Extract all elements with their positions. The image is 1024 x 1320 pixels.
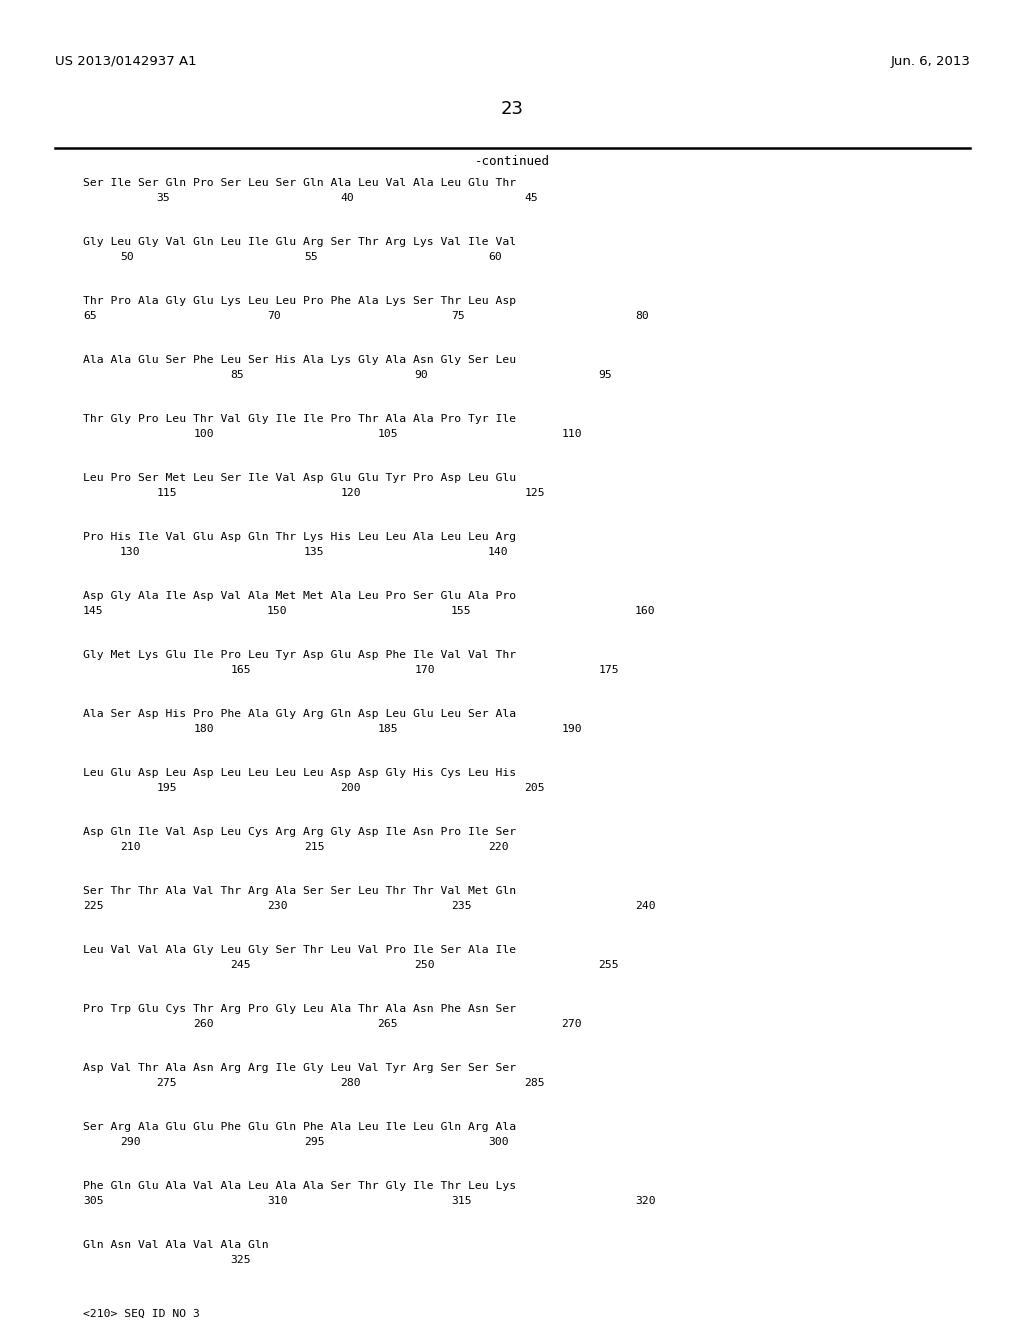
Text: 245: 245: [230, 960, 251, 970]
Text: Asp Val Thr Ala Asn Arg Arg Ile Gly Leu Val Tyr Arg Ser Ser Ser: Asp Val Thr Ala Asn Arg Arg Ile Gly Leu …: [83, 1063, 516, 1073]
Text: Ala Ser Asp His Pro Phe Ala Gly Arg Gln Asp Leu Glu Leu Ser Ala: Ala Ser Asp His Pro Phe Ala Gly Arg Gln …: [83, 709, 516, 719]
Text: Ala Ala Glu Ser Phe Leu Ser His Ala Lys Gly Ala Asn Gly Ser Leu: Ala Ala Glu Ser Phe Leu Ser His Ala Lys …: [83, 355, 516, 366]
Text: 125: 125: [524, 488, 545, 498]
Text: Gln Asn Val Ala Val Ala Gln: Gln Asn Val Ala Val Ala Gln: [83, 1239, 268, 1250]
Text: 40: 40: [341, 193, 354, 203]
Text: Ser Thr Thr Ala Val Thr Arg Ala Ser Ser Leu Thr Thr Val Met Gln: Ser Thr Thr Ala Val Thr Arg Ala Ser Ser …: [83, 886, 516, 896]
Text: 115: 115: [157, 488, 177, 498]
Text: 140: 140: [487, 546, 509, 557]
Text: -continued: -continued: [474, 154, 550, 168]
Text: Thr Pro Ala Gly Glu Lys Leu Leu Pro Phe Ala Lys Ser Thr Leu Asp: Thr Pro Ala Gly Glu Lys Leu Leu Pro Phe …: [83, 296, 516, 306]
Text: 300: 300: [487, 1137, 509, 1147]
Text: 105: 105: [378, 429, 398, 440]
Text: 145: 145: [83, 606, 103, 616]
Text: 305: 305: [83, 1196, 103, 1206]
Text: Leu Pro Ser Met Leu Ser Ile Val Asp Glu Glu Tyr Pro Asp Leu Glu: Leu Pro Ser Met Leu Ser Ile Val Asp Glu …: [83, 473, 516, 483]
Text: 210: 210: [120, 842, 140, 851]
Text: 285: 285: [524, 1078, 545, 1088]
Text: 95: 95: [598, 370, 612, 380]
Text: 320: 320: [635, 1196, 655, 1206]
Text: Leu Val Val Ala Gly Leu Gly Ser Thr Leu Val Pro Ile Ser Ala Ile: Leu Val Val Ala Gly Leu Gly Ser Thr Leu …: [83, 945, 516, 954]
Text: Phe Gln Glu Ala Val Ala Leu Ala Ala Ser Thr Gly Ile Thr Leu Lys: Phe Gln Glu Ala Val Ala Leu Ala Ala Ser …: [83, 1181, 516, 1191]
Text: 45: 45: [524, 193, 539, 203]
Text: 35: 35: [157, 193, 170, 203]
Text: 90: 90: [414, 370, 428, 380]
Text: Gly Leu Gly Val Gln Leu Ile Glu Arg Ser Thr Arg Lys Val Ile Val: Gly Leu Gly Val Gln Leu Ile Glu Arg Ser …: [83, 238, 516, 247]
Text: 250: 250: [414, 960, 435, 970]
Text: Asp Gln Ile Val Asp Leu Cys Arg Arg Gly Asp Ile Asn Pro Ile Ser: Asp Gln Ile Val Asp Leu Cys Arg Arg Gly …: [83, 828, 516, 837]
Text: Pro His Ile Val Glu Asp Gln Thr Lys His Leu Leu Ala Leu Leu Arg: Pro His Ile Val Glu Asp Gln Thr Lys His …: [83, 532, 516, 543]
Text: 265: 265: [378, 1019, 398, 1030]
Text: 260: 260: [194, 1019, 214, 1030]
Text: <210> SEQ ID NO 3: <210> SEQ ID NO 3: [83, 1309, 200, 1319]
Text: 225: 225: [83, 902, 103, 911]
Text: 185: 185: [378, 723, 398, 734]
Text: 195: 195: [157, 783, 177, 793]
Text: Ser Arg Ala Glu Glu Phe Glu Gln Phe Ala Leu Ile Leu Gln Arg Ala: Ser Arg Ala Glu Glu Phe Glu Gln Phe Ala …: [83, 1122, 516, 1133]
Text: 130: 130: [120, 546, 140, 557]
Text: 275: 275: [157, 1078, 177, 1088]
Text: 190: 190: [561, 723, 582, 734]
Text: 150: 150: [267, 606, 288, 616]
Text: US 2013/0142937 A1: US 2013/0142937 A1: [55, 55, 197, 69]
Text: 255: 255: [598, 960, 618, 970]
Text: 120: 120: [341, 488, 361, 498]
Text: Leu Glu Asp Leu Asp Leu Leu Leu Leu Asp Asp Gly His Cys Leu His: Leu Glu Asp Leu Asp Leu Leu Leu Leu Asp …: [83, 768, 516, 777]
Text: 295: 295: [304, 1137, 325, 1147]
Text: Gly Met Lys Glu Ile Pro Leu Tyr Asp Glu Asp Phe Ile Val Val Thr: Gly Met Lys Glu Ile Pro Leu Tyr Asp Glu …: [83, 649, 516, 660]
Text: 310: 310: [267, 1196, 288, 1206]
Text: 175: 175: [598, 665, 618, 675]
Text: 23: 23: [501, 100, 523, 117]
Text: Pro Trp Glu Cys Thr Arg Pro Gly Leu Ala Thr Ala Asn Phe Asn Ser: Pro Trp Glu Cys Thr Arg Pro Gly Leu Ala …: [83, 1005, 516, 1014]
Text: 110: 110: [561, 429, 582, 440]
Text: 290: 290: [120, 1137, 140, 1147]
Text: 220: 220: [487, 842, 509, 851]
Text: 85: 85: [230, 370, 244, 380]
Text: 170: 170: [414, 665, 435, 675]
Text: 65: 65: [83, 312, 96, 321]
Text: 325: 325: [230, 1255, 251, 1265]
Text: 280: 280: [341, 1078, 361, 1088]
Text: 165: 165: [230, 665, 251, 675]
Text: 60: 60: [487, 252, 502, 261]
Text: Thr Gly Pro Leu Thr Val Gly Ile Ile Pro Thr Ala Ala Pro Tyr Ile: Thr Gly Pro Leu Thr Val Gly Ile Ile Pro …: [83, 414, 516, 424]
Text: 270: 270: [561, 1019, 582, 1030]
Text: 135: 135: [304, 546, 325, 557]
Text: 55: 55: [304, 252, 317, 261]
Text: 215: 215: [304, 842, 325, 851]
Text: 205: 205: [524, 783, 545, 793]
Text: 100: 100: [194, 429, 214, 440]
Text: Ser Ile Ser Gln Pro Ser Leu Ser Gln Ala Leu Val Ala Leu Glu Thr: Ser Ile Ser Gln Pro Ser Leu Ser Gln Ala …: [83, 178, 516, 187]
Text: 80: 80: [635, 312, 649, 321]
Text: 70: 70: [267, 312, 281, 321]
Text: Asp Gly Ala Ile Asp Val Ala Met Met Ala Leu Pro Ser Glu Ala Pro: Asp Gly Ala Ile Asp Val Ala Met Met Ala …: [83, 591, 516, 601]
Text: 160: 160: [635, 606, 655, 616]
Text: 75: 75: [451, 312, 465, 321]
Text: 315: 315: [451, 1196, 472, 1206]
Text: 240: 240: [635, 902, 655, 911]
Text: 235: 235: [451, 902, 472, 911]
Text: Jun. 6, 2013: Jun. 6, 2013: [890, 55, 970, 69]
Text: 180: 180: [194, 723, 214, 734]
Text: 230: 230: [267, 902, 288, 911]
Text: 50: 50: [120, 252, 133, 261]
Text: 200: 200: [341, 783, 361, 793]
Text: 155: 155: [451, 606, 472, 616]
